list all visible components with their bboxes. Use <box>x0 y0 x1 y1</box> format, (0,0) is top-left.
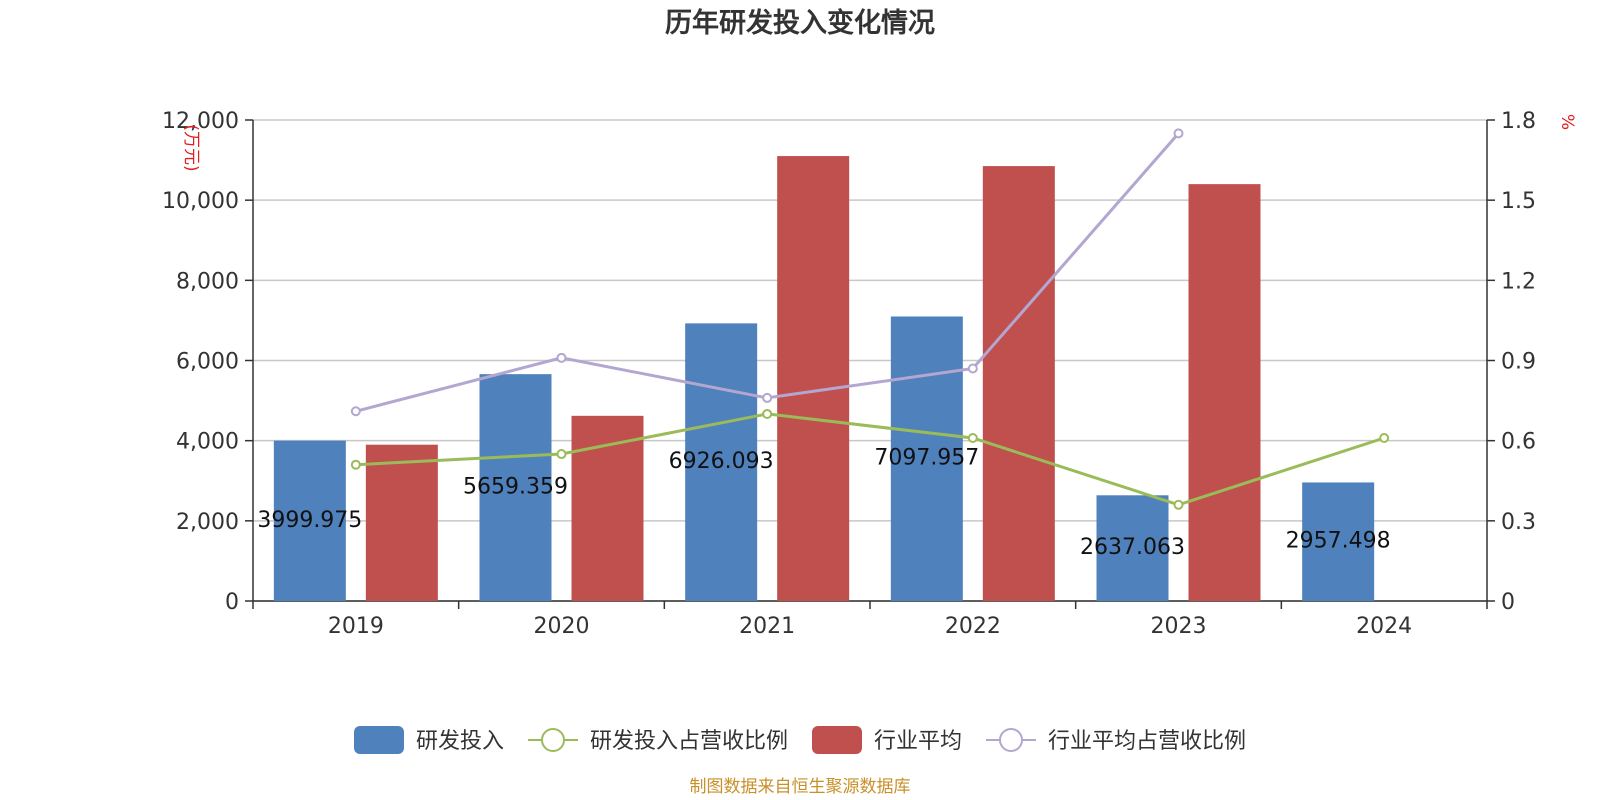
series-point <box>556 352 567 363</box>
y-right-tick-label: 0.9 <box>1501 350 1536 375</box>
y-left-tick-label: 8,000 <box>176 269 239 294</box>
y-left-tick-label: 4,000 <box>176 430 239 455</box>
series-point <box>1379 432 1390 443</box>
y-right-tick-label: 0 <box>1501 590 1515 615</box>
series-point <box>1173 499 1184 510</box>
series-line <box>355 132 1180 413</box>
y-left-tick-label: 6,000 <box>176 350 239 375</box>
bar <box>1302 482 1375 601</box>
legend-label: 行业平均 <box>874 729 962 754</box>
y-right-tick-label: 0.6 <box>1501 430 1536 455</box>
chart-title: 历年研发投入变化情况 <box>665 7 935 39</box>
data-label: 5659.359 <box>463 475 568 500</box>
y-right-unit: % <box>1557 114 1577 130</box>
grid-lines <box>253 119 1487 602</box>
y-left-tick-label: 0 <box>225 590 239 615</box>
data-label: 2637.063 <box>1080 535 1185 560</box>
x-tick-label: 2023 <box>1151 614 1207 639</box>
legend-swatch-bar <box>812 726 862 754</box>
series-line <box>355 412 1385 507</box>
bar <box>571 415 644 601</box>
bar <box>777 156 850 601</box>
bar <box>982 166 1055 602</box>
y-left-tick-label: 12,000 <box>162 109 239 134</box>
data-label: 7097.957 <box>874 446 979 471</box>
bar <box>1188 184 1261 601</box>
series-point <box>1173 128 1184 139</box>
y-right-tick-label: 0.3 <box>1501 510 1536 535</box>
legend-label: 行业平均占营收比例 <box>1048 729 1246 754</box>
bars <box>273 156 1375 602</box>
legend-label: 研发投入 <box>416 729 504 754</box>
data-label: 6926.093 <box>669 449 774 474</box>
y-left-unit: (万元) <box>181 124 201 171</box>
y-right-tick-label: 1.8 <box>1501 109 1536 134</box>
data-labels: 3999.975 5659.359 6926.093 7097.957 2637.063… <box>257 446 1390 560</box>
series-point <box>762 392 773 403</box>
legend-swatch-marker <box>541 728 565 752</box>
series-point <box>967 432 978 443</box>
y-left-tick-label: 10,000 <box>162 189 239 214</box>
data-label: 3999.975 <box>257 508 362 533</box>
source-note: 制图数据来自恒生聚源数据库 <box>690 777 911 797</box>
axes: 0 2,000 4,000 6,000 8,000 10,000 12,000 0 0.3 0.6… <box>162 109 1536 639</box>
x-tick-label: 2024 <box>1356 614 1412 639</box>
series-lines <box>350 128 1390 510</box>
bar <box>890 316 963 601</box>
bar <box>273 440 346 601</box>
legend-swatch-marker <box>999 728 1023 752</box>
series-point <box>967 363 978 374</box>
y-right-tick-label: 1.2 <box>1501 269 1536 294</box>
y-left-tick-label: 2,000 <box>176 510 239 535</box>
y-right-tick-label: 1.5 <box>1501 189 1536 214</box>
bar <box>685 323 758 601</box>
series-point <box>350 406 361 417</box>
bar <box>479 374 552 601</box>
series-point <box>762 408 773 419</box>
x-tick-label: 2022 <box>945 614 1001 639</box>
data-label: 2957.498 <box>1286 529 1391 554</box>
legend: 研发投入 研发投入占营收比例 行业平均 行业平均占营收比例 <box>354 726 1246 754</box>
bar <box>365 444 438 601</box>
x-tick-label: 2021 <box>739 614 795 639</box>
series-point <box>556 449 567 460</box>
x-tick-label: 2020 <box>534 614 590 639</box>
series-point <box>350 459 361 470</box>
bar <box>1096 495 1169 601</box>
legend-label: 研发投入占营收比例 <box>590 729 788 754</box>
legend-swatch-bar <box>354 726 404 754</box>
x-tick-label: 2019 <box>328 614 384 639</box>
